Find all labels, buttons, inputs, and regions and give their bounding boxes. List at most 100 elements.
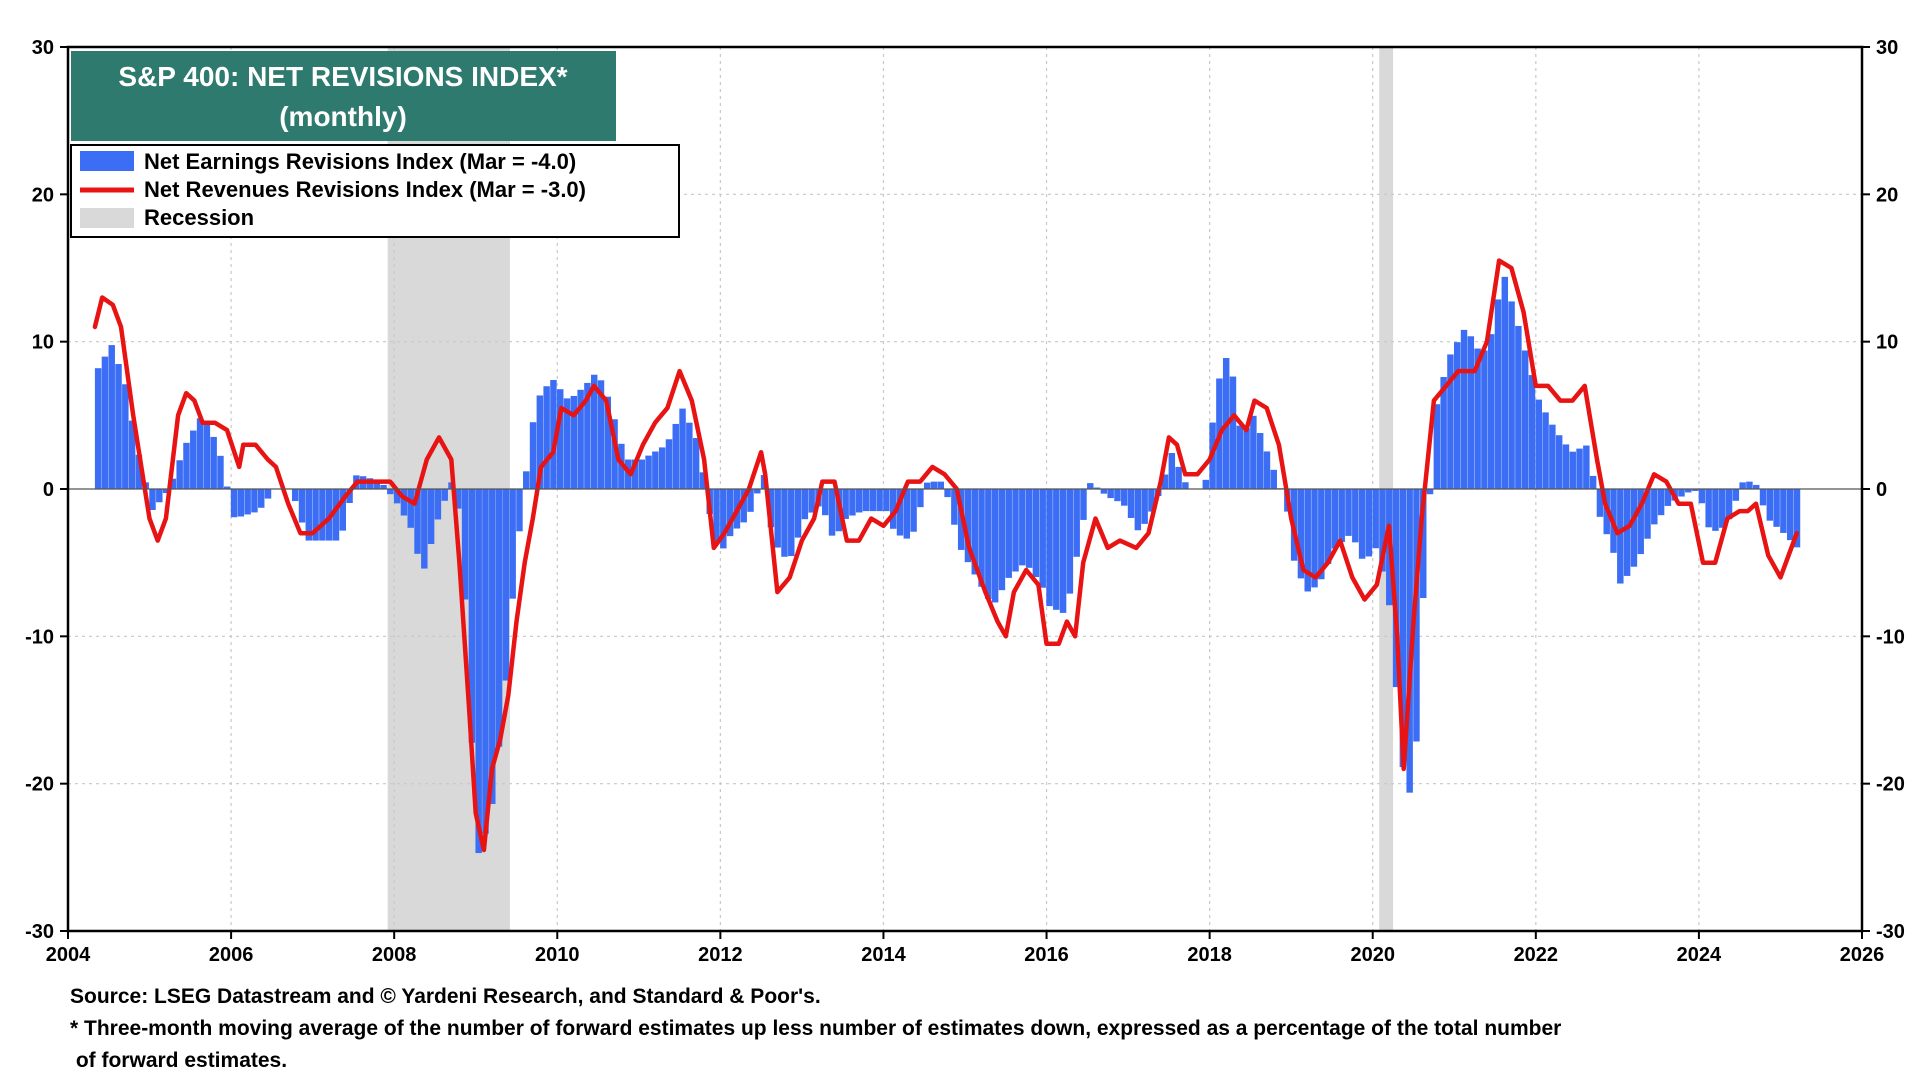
earnings-bar-33 xyxy=(319,489,326,541)
earnings-bar-5 xyxy=(128,420,136,489)
methodology-note-continued: of forward estimates. xyxy=(70,1049,287,1072)
x-tick-label-2004: 2004 xyxy=(46,944,91,966)
earnings-bar-19 xyxy=(224,486,231,489)
earnings-bar-119 xyxy=(903,489,911,539)
earnings-bar-155 xyxy=(1148,489,1155,512)
earnings-bar-178 xyxy=(1304,489,1311,592)
y-tick-label-right-0: 0 xyxy=(1876,479,1887,501)
earnings-bar-236 xyxy=(1698,489,1706,504)
earnings-bar-97 xyxy=(754,489,761,494)
earnings-bar-104 xyxy=(801,489,809,520)
earnings-bar-147 xyxy=(1093,487,1101,489)
earnings-bar-65 xyxy=(536,395,544,489)
earnings-bar-179 xyxy=(1311,489,1318,588)
earnings-bar-0 xyxy=(94,368,102,489)
earnings-bar-136 xyxy=(1019,489,1026,566)
earnings-bar-148 xyxy=(1100,489,1108,494)
earnings-bar-42 xyxy=(380,484,387,489)
x-tick-label-2022: 2022 xyxy=(1514,944,1559,966)
earnings-bar-212 xyxy=(1535,399,1543,489)
earnings-bar-201 xyxy=(1460,329,1468,489)
earnings-bar-83 xyxy=(658,447,666,489)
legend: Net Earnings Revisions Index (Mar = -4.0… xyxy=(70,144,680,238)
earnings-bar-18 xyxy=(217,455,224,489)
earnings-bar-57 xyxy=(482,489,489,834)
earnings-bar-37 xyxy=(346,489,353,503)
y-tick-label-right-10: 10 xyxy=(1876,332,1898,354)
earnings-bar-194 xyxy=(1413,489,1420,742)
earnings-bar-138 xyxy=(1032,489,1040,578)
earnings-bar-69 xyxy=(563,398,571,489)
earnings-bar-115 xyxy=(876,489,883,512)
earnings-bar-180 xyxy=(1318,489,1325,580)
earnings-bar-70 xyxy=(570,395,578,489)
earnings-bar-89 xyxy=(699,472,707,489)
source-note: Source: LSEG Datastream and © Yardeni Re… xyxy=(70,985,821,1008)
y-tick-label-left--10: -10 xyxy=(25,626,54,648)
earnings-bar-16 xyxy=(203,424,211,489)
earnings-bar-31 xyxy=(305,489,313,541)
x-tick-label-2020: 2020 xyxy=(1350,944,1395,966)
earnings-bar-122 xyxy=(923,482,931,489)
x-tick-label-2012: 2012 xyxy=(698,944,743,966)
earnings-bar-46 xyxy=(407,489,414,528)
earnings-bar-88 xyxy=(692,438,700,489)
revenues-line xyxy=(92,258,1800,853)
earnings-bar-9 xyxy=(156,489,163,503)
earnings-bar-84 xyxy=(665,439,673,489)
earnings-bar-2 xyxy=(108,345,115,489)
earnings-bar-198 xyxy=(1440,377,1447,489)
earnings-bar-101 xyxy=(781,489,788,557)
earnings-bar-53 xyxy=(455,489,462,509)
earnings-bar-163 xyxy=(1202,479,1210,489)
earnings-bar-205 xyxy=(1487,334,1495,489)
earnings-bar-131 xyxy=(985,489,992,600)
earnings-bar-196 xyxy=(1426,489,1434,495)
earnings-bar-183 xyxy=(1338,489,1345,543)
earnings-bar-44 xyxy=(393,489,401,504)
x-tick-label-2026: 2026 xyxy=(1840,944,1885,966)
earnings-bar-167 xyxy=(1229,376,1237,489)
earnings-bar-239 xyxy=(1719,489,1726,528)
earnings-bar-21 xyxy=(237,489,245,517)
methodology-note: * Three-month moving average of the numb… xyxy=(70,1017,1561,1040)
x-tick-label-2024: 2024 xyxy=(1677,944,1722,966)
earnings-bar-100 xyxy=(774,489,781,548)
legend-item-revenues: Net Revenues Revisions Index (Mar = -3.0… xyxy=(80,177,586,202)
earnings-bar-150 xyxy=(1114,489,1121,502)
earnings-bar-63 xyxy=(523,471,530,489)
earnings-bar-200 xyxy=(1454,342,1461,489)
axis-labels: 2004 2006 2008 2010 2012 2014 2016 2018 2020 2022… xyxy=(25,37,1905,966)
earnings-bar-12 xyxy=(176,460,183,489)
earnings-bar-58 xyxy=(489,489,496,804)
earnings-bar-47 xyxy=(414,489,421,554)
earnings-bar-230 xyxy=(1657,489,1665,516)
earnings-bar-17 xyxy=(210,436,217,489)
earnings-bar-107 xyxy=(822,489,829,516)
chart-subtitle: (monthly) xyxy=(279,101,407,132)
y-tick-label-left--30: -30 xyxy=(25,921,54,943)
earnings-bar-213 xyxy=(1542,412,1549,489)
earnings-bar-30 xyxy=(298,489,306,523)
earnings-bar-49 xyxy=(427,489,435,545)
earnings-bar-231 xyxy=(1664,489,1672,506)
earnings-bar-4 xyxy=(122,384,129,489)
earnings-bar-227 xyxy=(1637,489,1644,555)
earnings-bar-225 xyxy=(1623,489,1631,576)
earnings-bar-93 xyxy=(726,489,734,537)
y-tick-label-right-20: 20 xyxy=(1876,184,1898,206)
earnings-bar-171 xyxy=(1256,433,1264,489)
earnings-bar-247 xyxy=(1773,489,1780,527)
earnings-bar-80 xyxy=(638,459,646,489)
earnings-bar-62 xyxy=(516,489,523,532)
earnings-bar-206 xyxy=(1494,299,1502,489)
earnings-bar-10 xyxy=(162,489,170,494)
earnings-bar-195 xyxy=(1420,489,1427,599)
y-tick-label-right--10: -10 xyxy=(1876,626,1905,648)
legend-item-recession: Recession xyxy=(80,205,254,230)
earnings-bar-112 xyxy=(856,489,863,513)
earnings-bar-182 xyxy=(1331,489,1339,549)
earnings-bar-189 xyxy=(1379,489,1386,572)
earnings-bar-81 xyxy=(645,455,652,489)
earnings-bar-50 xyxy=(434,489,442,520)
